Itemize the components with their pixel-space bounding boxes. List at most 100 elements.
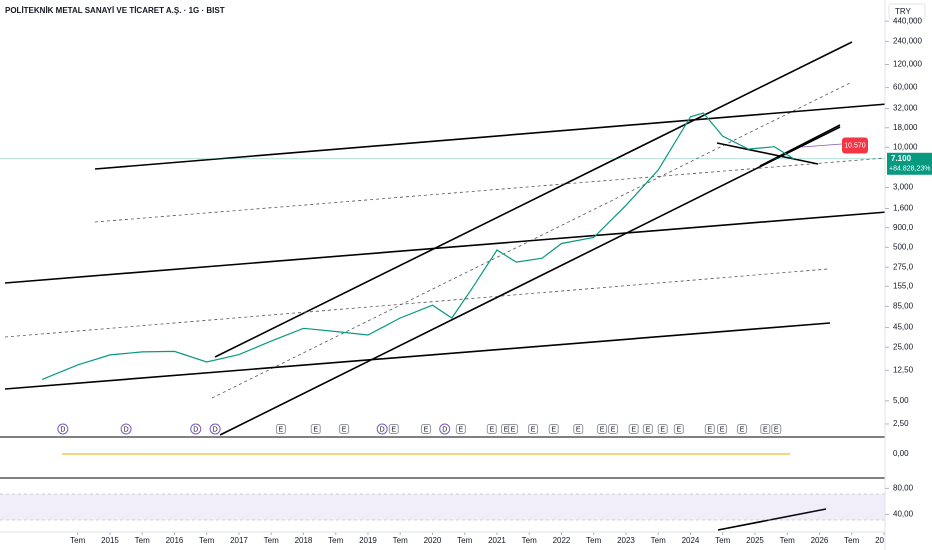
event-label: D <box>193 426 198 433</box>
event-label: E <box>459 426 464 433</box>
y-tick-label: 32,000 <box>893 104 918 113</box>
event-label: E <box>707 426 712 433</box>
event-label: E <box>763 426 768 433</box>
x-tick-label: 2015 <box>101 536 119 545</box>
x-tick-label: Tem <box>457 536 472 545</box>
y-tick-label: 120,000 <box>893 60 922 69</box>
y-tick-label: 60,000 <box>893 83 918 92</box>
change-label: +84.828,23% <box>889 166 930 173</box>
x-tick-label: Tem <box>715 536 730 545</box>
x-tick-label: Tem <box>328 536 343 545</box>
earnings-marker <box>704 424 715 434</box>
price-axis <box>885 0 932 550</box>
x-tick-label: 2022 <box>553 536 571 545</box>
earnings-marker <box>421 424 432 434</box>
x-tick-label: Tem <box>586 536 601 545</box>
earnings-marker <box>310 424 321 434</box>
y-tick-label: 85,00 <box>893 301 914 310</box>
y-tick-label: 2,50 <box>893 419 909 428</box>
x-tick-label: Tem <box>522 536 537 545</box>
y-tick-label: 1,600 <box>893 204 914 213</box>
event-label: D <box>124 426 129 433</box>
dividend-marker <box>209 423 221 435</box>
earnings-marker <box>760 424 771 434</box>
earnings-marker <box>388 424 399 434</box>
event-label: E <box>489 426 494 433</box>
x-tick-label: 2026 <box>811 536 829 545</box>
event-label: E <box>774 426 779 433</box>
event-label: E <box>576 426 581 433</box>
event-label: E <box>313 426 318 433</box>
rsi-tick-label: 80,00 <box>893 483 914 492</box>
y-tick-label: 900,0 <box>893 223 914 232</box>
last-price-box <box>887 152 932 175</box>
earnings-marker <box>455 424 466 434</box>
earnings-marker <box>508 424 519 434</box>
x-tick-label: 2017 <box>230 536 248 545</box>
dividend-marker <box>57 423 69 435</box>
earnings-marker <box>673 424 684 434</box>
alert-box <box>842 137 868 154</box>
drawings <box>4 41 888 531</box>
x-tick-label: Tem <box>393 536 408 545</box>
earnings-marker <box>486 424 497 434</box>
y-tick-label: 10,000 <box>893 142 918 151</box>
event-label: D <box>380 426 385 433</box>
y-tick-label: 5,00 <box>893 396 909 405</box>
x-tick-label: 2016 <box>166 536 184 545</box>
earnings-marker <box>528 424 539 434</box>
event-label: E <box>740 426 745 433</box>
earnings-marker <box>573 424 584 434</box>
earnings-marker <box>717 424 728 434</box>
alert-label: 10.570 <box>844 142 866 149</box>
earnings-marker <box>275 424 286 434</box>
event-label: E <box>424 426 429 433</box>
earnings-marker <box>339 424 350 434</box>
earnings-marker <box>771 424 782 434</box>
rsi-band <box>0 494 885 520</box>
y-tick-label: 12,50 <box>893 365 914 374</box>
y-tick-label: 440,000 <box>893 16 922 25</box>
x-tick-label: 2025 <box>746 536 764 545</box>
y-tick-label: 25,00 <box>893 342 914 351</box>
y-tick-label: 155,0 <box>893 281 914 290</box>
event-label: E <box>600 426 605 433</box>
event-label: E <box>720 426 725 433</box>
event-label: E <box>342 426 347 433</box>
x-tick-label: Tem <box>844 536 859 545</box>
dividend-marker <box>376 423 388 435</box>
earnings-marker <box>597 424 608 434</box>
event-label: D <box>442 426 447 433</box>
x-tick-label: Tem <box>70 536 85 545</box>
currency: TRY <box>895 7 912 16</box>
x-tick-label: Tem <box>199 536 214 545</box>
dividend-marker <box>120 423 132 435</box>
earnings-marker <box>737 424 748 434</box>
event-label: E <box>511 426 516 433</box>
chart-title: POLİTEKNİK METAL SANAYİ VE TİCARET A.Ş. … <box>5 6 225 15</box>
x-tick-label: Tem <box>135 536 150 545</box>
x-tick-label: 2024 <box>682 536 700 545</box>
y-tick-label: 45,00 <box>893 323 914 332</box>
x-tick-label: Tem <box>651 536 666 545</box>
x-tick-label: 2019 <box>359 536 377 545</box>
dividend-marker <box>190 423 202 435</box>
price-line <box>41 112 795 380</box>
x-tick-label: 2023 <box>617 536 635 545</box>
event-label: E <box>660 426 665 433</box>
currency-box[interactable] <box>888 3 926 20</box>
earnings-marker <box>548 424 559 434</box>
x-tick-label: 2027 <box>875 536 893 545</box>
y-tick-label: 18,000 <box>893 123 918 132</box>
earnings-marker <box>657 424 668 434</box>
macd-tick-label: 0,00 <box>893 449 909 458</box>
last-price-label: 7.100 <box>891 154 912 163</box>
event-label: E <box>677 426 682 433</box>
x-tick-label: Tem <box>264 536 279 545</box>
dividend-marker <box>439 423 451 435</box>
x-tick-label: 2018 <box>295 536 313 545</box>
x-tick-label: 2020 <box>424 536 442 545</box>
earnings-marker <box>642 424 653 434</box>
